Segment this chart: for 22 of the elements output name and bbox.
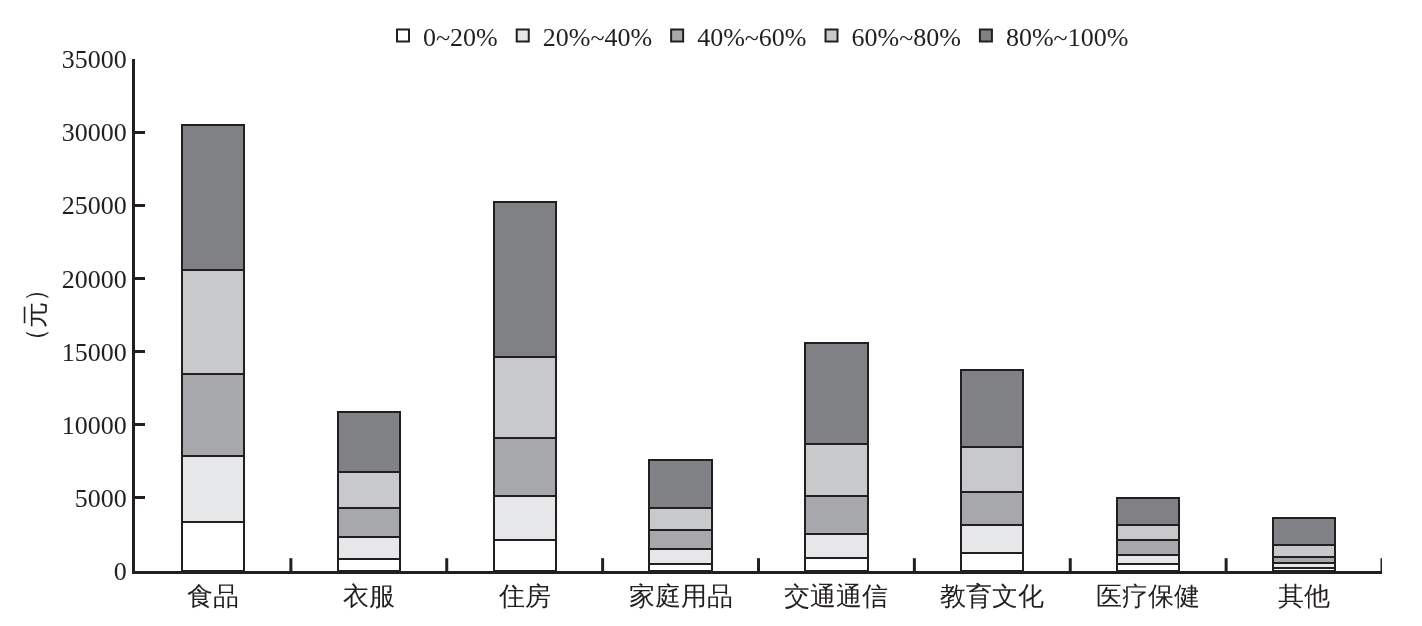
x-tick-label: 衣服 — [342, 582, 395, 612]
x-tick-label: 其他 — [1278, 582, 1331, 612]
y-tick-label: 35000 — [61, 45, 127, 75]
x-tick-label: 食品 — [186, 582, 239, 612]
y-tick-label: 25000 — [61, 191, 127, 221]
y-tick-label: 0 — [113, 557, 127, 587]
legend-label: 20%~40% — [542, 22, 653, 52]
legend-label: 60%~80% — [851, 22, 961, 52]
x-tick-label: 教育文化 — [940, 582, 1045, 612]
y-axis-title: （元） — [21, 276, 51, 354]
y-tick-label: 20000 — [61, 264, 127, 294]
x-tick-label: 住房 — [497, 582, 551, 612]
legend-label: 0~20% — [423, 22, 498, 52]
y-tick-label: 5000 — [74, 483, 127, 513]
legend-label: 40%~60% — [697, 22, 807, 52]
y-tick-label: 15000 — [61, 337, 127, 367]
x-tick-label: 交通通信 — [784, 582, 889, 612]
x-tick-label: 医疗保健 — [1096, 582, 1201, 612]
x-tick-label: 家庭用品 — [628, 582, 733, 612]
y-tick-label: 10000 — [61, 410, 127, 440]
y-tick-label: 30000 — [61, 118, 127, 148]
legend-label: 80%~100% — [1005, 22, 1129, 52]
